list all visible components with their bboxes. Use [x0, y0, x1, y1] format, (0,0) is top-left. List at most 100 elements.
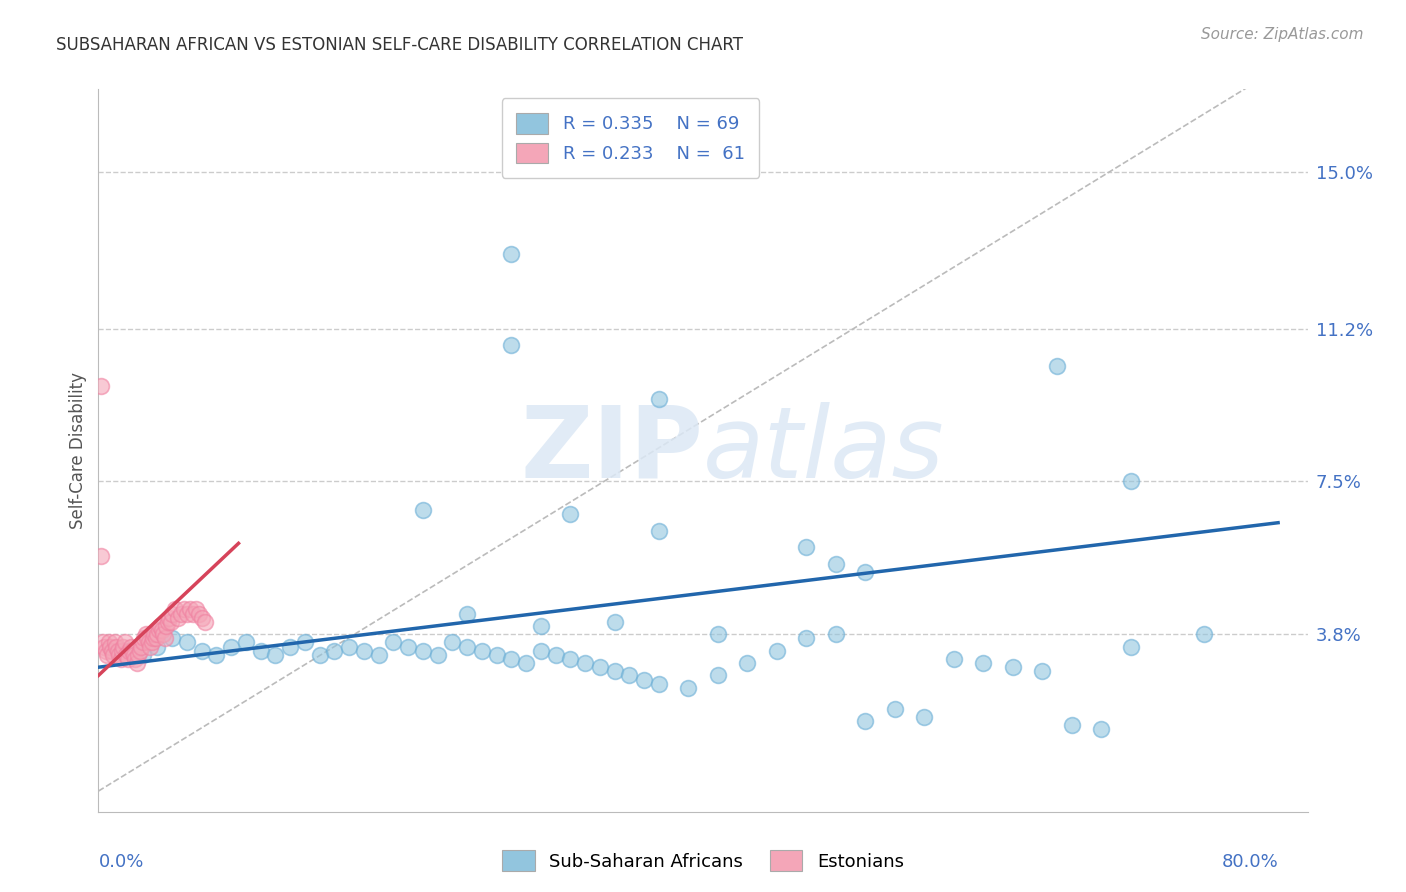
- Point: [117, 652, 139, 666]
- Point: [574, 656, 596, 670]
- Point: [157, 610, 180, 624]
- Point: [160, 632, 183, 646]
- Point: [853, 566, 876, 580]
- Point: [501, 247, 523, 261]
- Text: atlas: atlas: [703, 402, 945, 499]
- Point: [170, 607, 193, 621]
- Point: [456, 607, 478, 621]
- Point: [294, 635, 316, 649]
- Point: [131, 648, 153, 662]
- Point: [176, 607, 198, 621]
- Point: [118, 643, 141, 657]
- Point: [105, 640, 128, 654]
- Point: [190, 610, 212, 624]
- Point: [942, 652, 965, 666]
- Point: [101, 648, 124, 662]
- Point: [121, 643, 143, 657]
- Point: [337, 640, 360, 654]
- Point: [396, 640, 419, 654]
- Point: [1119, 640, 1142, 654]
- Point: [91, 635, 114, 649]
- Point: [382, 635, 405, 649]
- Point: [97, 635, 120, 649]
- Point: [794, 541, 817, 555]
- Point: [124, 652, 146, 666]
- Point: [96, 648, 118, 662]
- Point: [235, 635, 257, 649]
- Point: [138, 635, 160, 649]
- Point: [160, 607, 183, 621]
- Point: [471, 643, 494, 657]
- Point: [735, 656, 758, 670]
- Text: Source: ZipAtlas.com: Source: ZipAtlas.com: [1201, 27, 1364, 42]
- Point: [603, 665, 626, 679]
- Point: [1046, 359, 1069, 373]
- Point: [152, 627, 174, 641]
- Point: [155, 619, 177, 633]
- Text: 80.0%: 80.0%: [1222, 853, 1278, 871]
- Point: [184, 602, 207, 616]
- Point: [112, 640, 135, 654]
- Point: [219, 640, 242, 654]
- Point: [143, 627, 166, 641]
- Point: [190, 643, 212, 657]
- Point: [308, 648, 330, 662]
- Point: [141, 635, 163, 649]
- Point: [107, 643, 129, 657]
- Point: [93, 640, 115, 654]
- Point: [560, 652, 582, 666]
- Point: [264, 648, 287, 662]
- Point: [122, 648, 145, 662]
- Point: [589, 660, 612, 674]
- Point: [104, 635, 127, 649]
- Point: [1031, 665, 1053, 679]
- Point: [136, 632, 159, 646]
- Point: [824, 557, 846, 571]
- Point: [111, 643, 134, 657]
- Point: [412, 643, 434, 657]
- Point: [110, 652, 132, 666]
- Point: [90, 379, 112, 393]
- Point: [159, 615, 181, 629]
- Point: [530, 619, 553, 633]
- Point: [146, 640, 169, 654]
- Point: [167, 610, 190, 624]
- Point: [560, 508, 582, 522]
- Point: [181, 607, 204, 621]
- Point: [1090, 722, 1112, 736]
- Point: [131, 635, 153, 649]
- Point: [678, 681, 700, 695]
- Point: [187, 607, 209, 621]
- Point: [633, 673, 655, 687]
- Point: [156, 615, 179, 629]
- Point: [648, 677, 671, 691]
- Point: [117, 643, 139, 657]
- Point: [194, 615, 217, 629]
- Point: [135, 627, 157, 641]
- Point: [441, 635, 464, 649]
- Point: [530, 643, 553, 657]
- Text: ZIP: ZIP: [520, 402, 703, 499]
- Legend: R = 0.335    N = 69, R = 0.233    N =  61: R = 0.335 N = 69, R = 0.233 N = 61: [502, 98, 759, 178]
- Point: [108, 648, 131, 662]
- Point: [127, 648, 149, 662]
- Point: [1194, 627, 1216, 641]
- Point: [249, 643, 271, 657]
- Point: [278, 640, 301, 654]
- Point: [1001, 660, 1024, 674]
- Point: [501, 338, 523, 352]
- Point: [501, 652, 523, 666]
- Point: [114, 635, 136, 649]
- Point: [706, 668, 728, 682]
- Point: [883, 701, 905, 715]
- Point: [149, 619, 172, 633]
- Point: [148, 623, 170, 637]
- Point: [485, 648, 508, 662]
- Point: [139, 640, 162, 654]
- Point: [179, 602, 201, 616]
- Legend: Sub-Saharan Africans, Estonians: Sub-Saharan Africans, Estonians: [495, 843, 911, 879]
- Point: [323, 643, 346, 657]
- Point: [353, 643, 375, 657]
- Point: [153, 632, 176, 646]
- Point: [706, 627, 728, 641]
